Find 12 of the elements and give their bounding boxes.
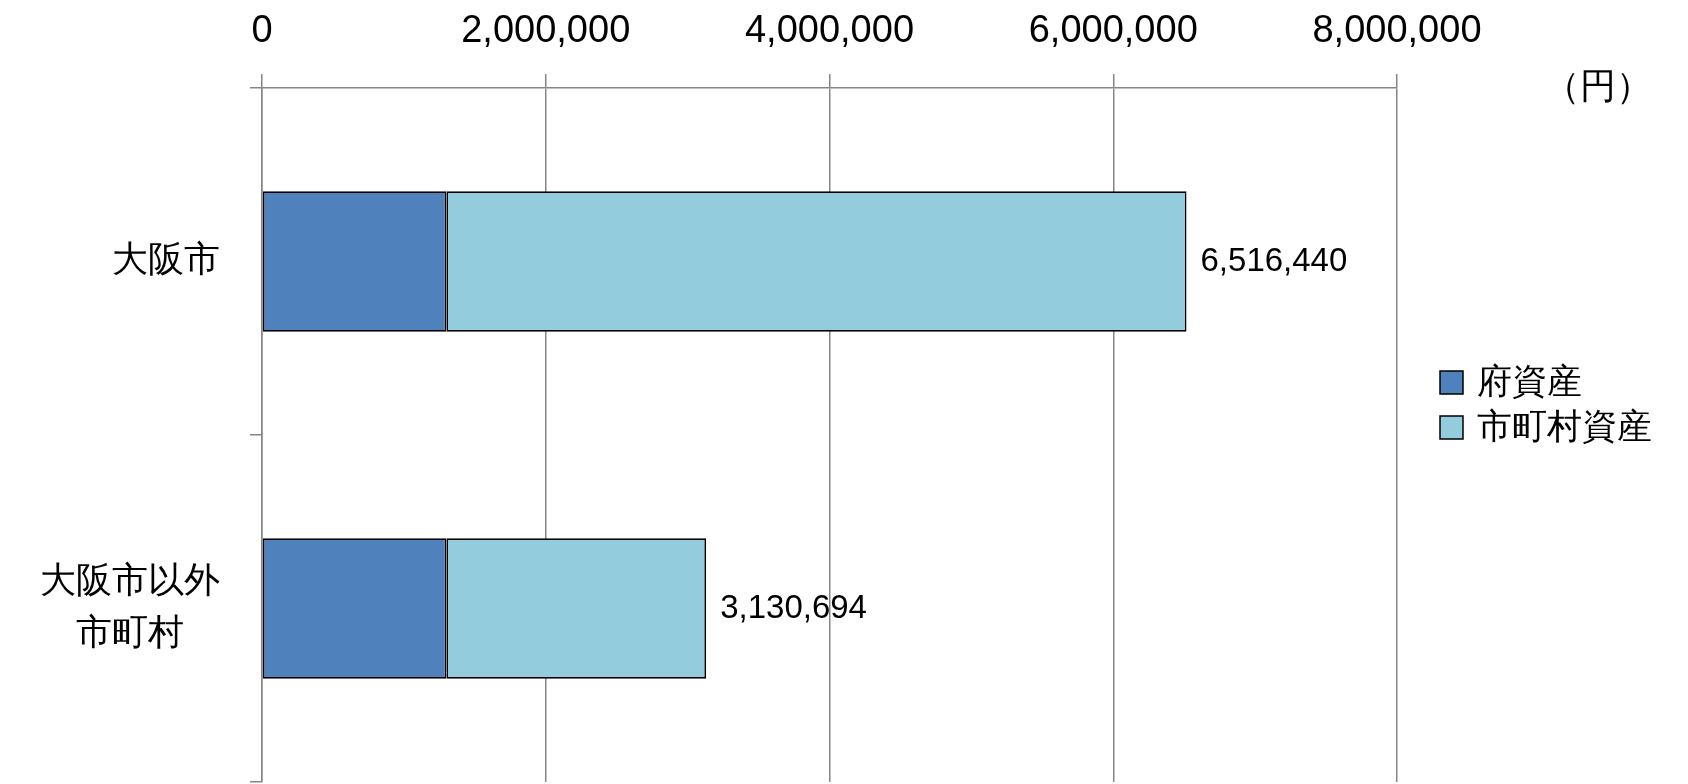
x-tick-label: 4,000,000 <box>744 7 915 50</box>
y-tick-label: 大阪市 <box>112 238 220 280</box>
legend-label: 市町村資産 <box>1477 406 1652 446</box>
x-tick-label: 2,000,000 <box>461 7 631 50</box>
total-label: 3,130,694 <box>720 587 867 625</box>
x-axis-title: （円） <box>1544 64 1652 106</box>
x-tick-label: 6,000,000 <box>1028 7 1198 50</box>
legend-label: 府資産 <box>1477 361 1582 401</box>
total-label: 6,516,440 <box>1200 240 1348 278</box>
x-tick-label: 8,000,000 <box>1312 7 1482 50</box>
x-tick-label: 0 <box>251 7 273 50</box>
y-tick-label: 大阪市以外市町村 <box>40 559 220 653</box>
